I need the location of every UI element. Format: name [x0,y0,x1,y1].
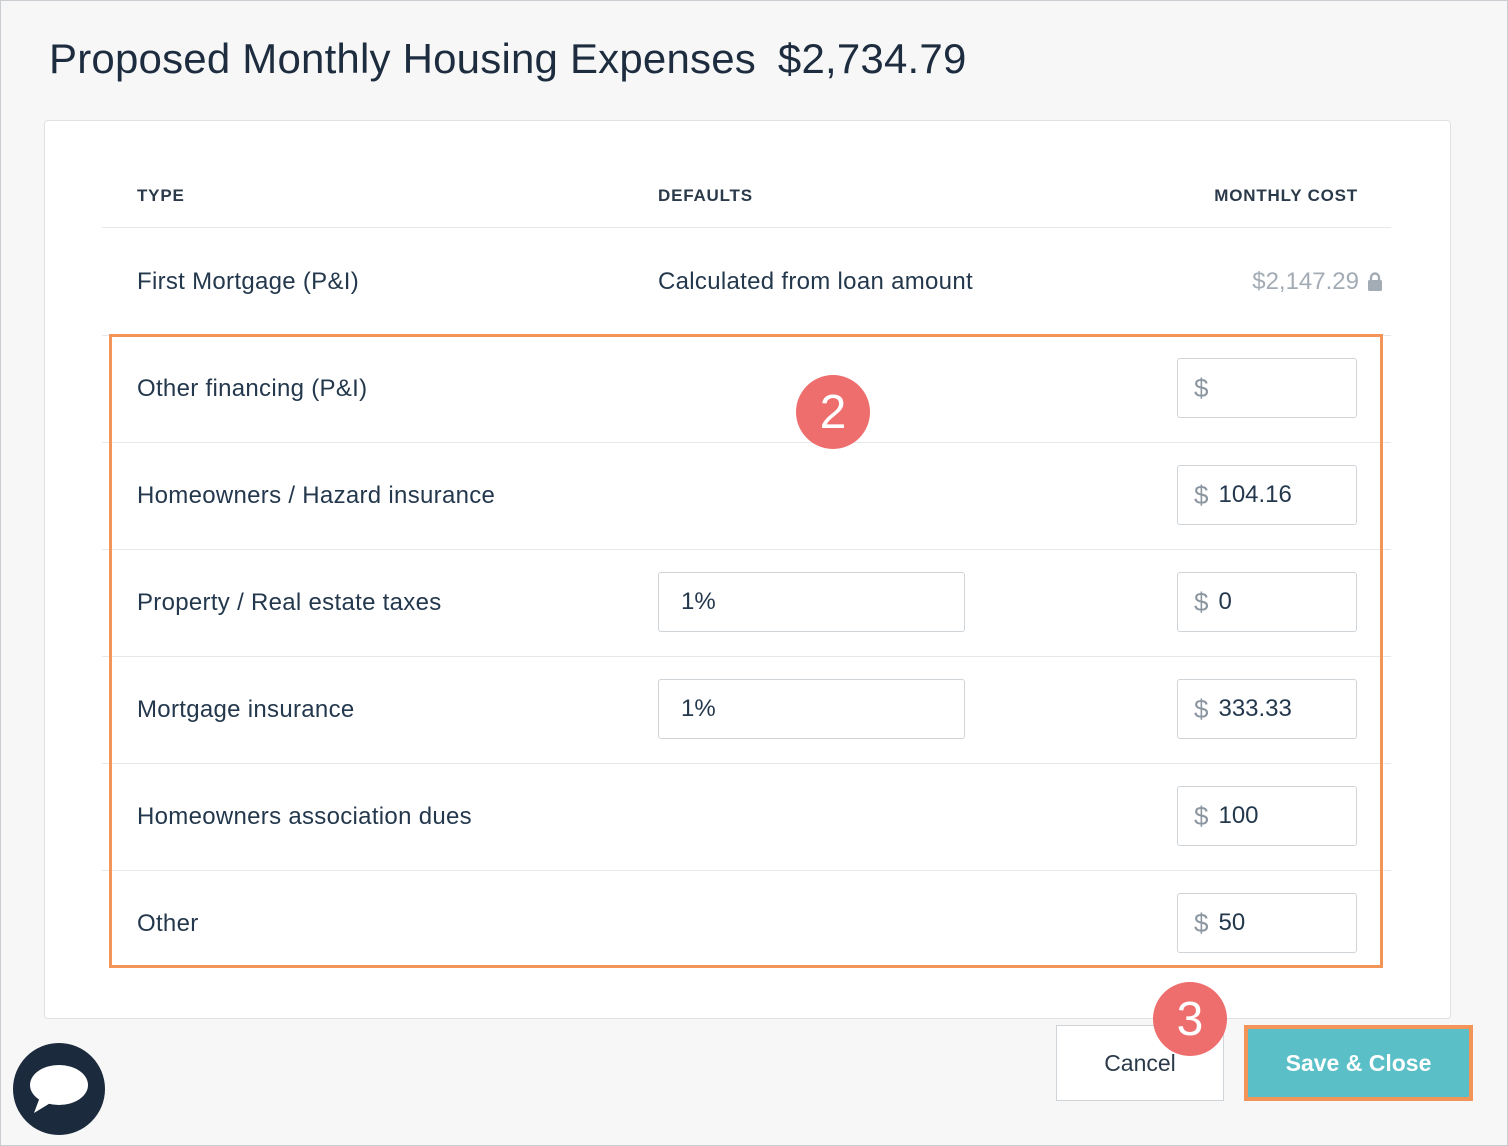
table-row: Homeowners association dues $ 100 [102,763,1391,871]
row-type: Other financing (P&I) [137,375,368,402]
dollar-sign: $ [1194,479,1209,510]
chat-button[interactable] [13,1043,105,1135]
row-type: Mortgage insurance [137,696,355,723]
table-row: Homeowners / Hazard insurance $ 104.16 [102,442,1391,550]
row-type: Other [137,910,199,937]
monthly-cost-input[interactable]: $ 104.16 [1177,465,1357,525]
header-type: TYPE [137,186,185,205]
table-row: Property / Real estate taxes 1% $ 0 [102,549,1391,657]
default-percent-value: 1% [681,588,716,615]
dollar-sign: $ [1194,586,1209,617]
default-percent-input[interactable]: 1% [658,572,965,632]
dollar-sign: $ [1194,800,1209,831]
monthly-cost-input[interactable]: $ 50 [1177,893,1357,953]
expenses-card [44,120,1451,1019]
step-badge-2: 2 [796,375,870,449]
save-close-button[interactable]: Save & Close [1244,1025,1473,1101]
monthly-cost-input[interactable]: $ 100 [1177,786,1357,846]
dollar-sign: $ [1194,907,1209,938]
monthly-cost-value: 100 [1218,802,1259,829]
dollar-sign: $ [1194,693,1209,724]
default-percent-value: 1% [681,695,716,722]
row-type: First Mortgage (P&I) [137,268,360,295]
default-percent-input[interactable]: 1% [658,679,965,739]
monthly-cost-value: 104.16 [1218,481,1292,508]
lock-icon [1368,272,1382,291]
total-amount: $2,734.79 [777,35,967,82]
monthly-cost-input[interactable]: $ 0 [1177,572,1357,632]
header-monthly-cost: MONTHLY COST [1214,186,1358,205]
table-row: Mortgage insurance 1% $ 333.33 [102,656,1391,764]
dollar-sign: $ [1194,372,1209,403]
monthly-cost-input[interactable]: $ 333.33 [1177,679,1357,739]
monthly-cost-input[interactable]: $ [1177,358,1357,418]
title-label: Proposed Monthly Housing Expenses [49,35,757,82]
monthly-cost-value: 333.33 [1218,695,1292,722]
monthly-cost-value: 0 [1218,588,1232,615]
page-title: Proposed Monthly Housing Expenses $2,734… [49,35,967,83]
table-row: Other $ 50 [102,870,1391,977]
first-mortgage-amount: $2,147.29 [1252,268,1359,295]
monthly-cost-value: 50 [1218,909,1246,936]
table-row: Other financing (P&I) $ [102,335,1391,443]
row-type: Homeowners / Hazard insurance [137,482,496,509]
row-type: Property / Real estate taxes [137,589,442,616]
table-header: TYPE DEFAULTS MONTHLY COST [102,151,1391,228]
row-default-text: Calculated from loan amount [658,268,973,295]
row-type: Homeowners association dues [137,803,472,830]
chat-bubble-icon [30,1065,88,1113]
header-defaults: DEFAULTS [658,186,753,205]
table-row-first-mortgage: First Mortgage (P&I) Calculated from loa… [102,228,1391,336]
step-badge-3: 3 [1153,982,1227,1056]
first-mortgage-cost: $2,147.29 [1252,268,1383,296]
highlight-box [109,334,1383,968]
